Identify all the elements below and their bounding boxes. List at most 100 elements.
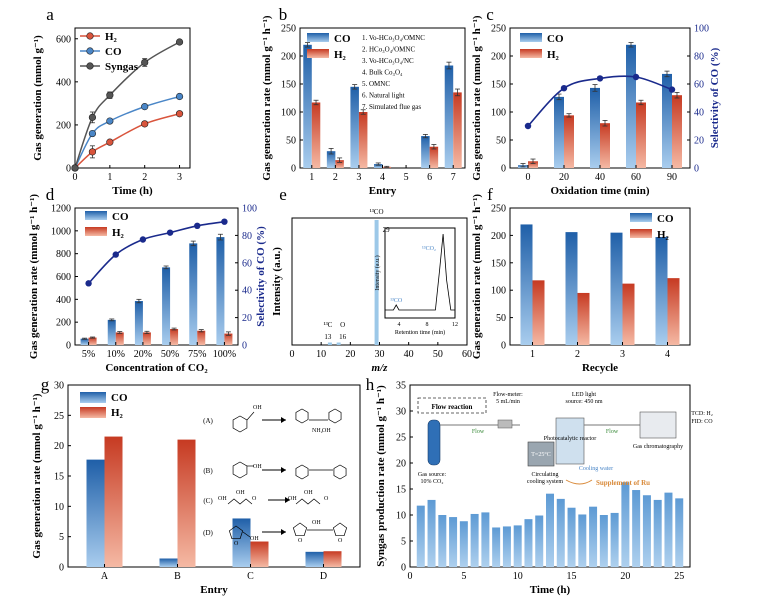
panel-h-bar (621, 482, 630, 567)
panel-e-inset-tick-label: 12 (452, 322, 458, 328)
panel-h-flow-reaction-title: Flow reaction (432, 403, 473, 411)
panel-b-note-5: 5. OMNC (362, 80, 390, 88)
panel-g-d-product-ring-2 (332, 522, 348, 537)
panel-e-inset-peak-13co: ¹³CO (390, 298, 403, 304)
panel-g-d-reactant-ring (228, 525, 244, 540)
panel-h-bar (416, 505, 425, 567)
panel-d-y2-tick-label: 60 (242, 258, 252, 269)
panel-f-legend-label-1: H₂ (657, 229, 670, 241)
panel-b-y-tick-label: 200 (281, 52, 296, 63)
panel-g-d-bond (242, 531, 251, 538)
panel-g-ylabel: Gas generation rate (mmol g⁻¹ h⁻¹) (31, 393, 43, 558)
panel-e-x-tick-label: 30 (375, 349, 385, 360)
panel-h-bar (438, 515, 447, 567)
panel-g-xlabel: Entry (200, 584, 228, 596)
panel-b-y-tick-label: 50 (286, 136, 296, 147)
panel-a-y-tick-label: 400 (56, 77, 71, 88)
panel-a-point (175, 38, 184, 46)
panel-f-letter: f (487, 185, 493, 204)
panel-e-x-tick-label: 20 (345, 349, 355, 360)
panel-g-y-tick-label: 20 (54, 441, 64, 452)
panel-g-b-product-ring-2 (333, 464, 347, 480)
panel-d-selectivity-point (85, 280, 92, 287)
panel-c-letter: c (486, 5, 494, 24)
panel-c-bar-co (590, 87, 600, 168)
panel-b-bar-co (350, 86, 359, 168)
panel-g-y-tick-label: 10 (54, 502, 64, 513)
panel-e-peak-label-o: O (340, 321, 345, 329)
panel-h-bar (470, 513, 479, 567)
panel-c-legend-label-1: H₂ (547, 49, 560, 61)
panel-h-flow-meter-label: Flow-meter: (493, 392, 523, 398)
panel-d-selectivity-line (88, 220, 225, 284)
panel-h-letter: h (366, 375, 375, 394)
panel-h-gas-source-label: Gas source: (418, 472, 446, 478)
panel-g-bar-h2 (250, 541, 269, 567)
panel-d-xlabel: Concentration of CO₂ (105, 362, 208, 374)
panel-h-bar (556, 498, 565, 567)
panel-b-note-6: 6. Natural light (362, 92, 405, 100)
panel-g-y-tick-label: 30 (54, 381, 64, 392)
panel-d-bar-co (107, 319, 116, 345)
panel-d-x-tick-label: 100% (213, 349, 236, 360)
panel-b-note-4: 4. Bulk Co₃O₄ (362, 69, 403, 77)
panel-a-point (175, 92, 184, 101)
panel-g-b-reactant-ring (232, 461, 248, 479)
panel-c-xlabel: Oxidation time (min) (551, 185, 650, 197)
panel-g-legend-swatch-h2 (80, 407, 106, 418)
panel-g-legend-swatch-co (80, 392, 106, 403)
panel-b-x-tick-label: 6 (427, 172, 432, 183)
panel-b-x-tick-label: 7 (451, 172, 456, 183)
panel-f-x-tick-label: 1 (530, 349, 535, 360)
panel-b-y-tick-label: 0 (291, 164, 296, 175)
panel-a-point (141, 103, 149, 111)
panel-c-bar-h2 (600, 123, 610, 168)
panel-g-reaction-a: (A) (203, 417, 213, 425)
panel-d-y-tick-label: 600 (56, 272, 71, 283)
panel-h-bar (567, 507, 576, 567)
panel-h-bar (632, 490, 641, 567)
panel-g-b-arrow-head (281, 467, 286, 473)
panel-b-y-tick-label: 100 (281, 108, 296, 119)
panel-d-bar-h2 (88, 337, 97, 345)
panel-e-peak-label-13co: ¹³CO (370, 208, 384, 216)
panel-c-bar-h2 (528, 161, 538, 168)
panel-h-bar (589, 506, 598, 567)
panel-g-c-product-o: O (324, 496, 329, 502)
panel-a-point (88, 113, 97, 121)
panel-f-x-tick-label: 4 (665, 349, 670, 360)
panel-g-a-product-oh2: OH (322, 428, 331, 434)
panel-d-selectivity-point (194, 222, 201, 230)
panel-c-bar-co (554, 96, 564, 168)
panel-e-inset-trace (385, 233, 455, 311)
panel-a-legend-label-1: CO (105, 46, 122, 58)
panel-g-y-tick-label: 15 (54, 472, 64, 483)
panel-c-x-tick-label: 60 (631, 172, 641, 183)
panel-b-x-tick-label: 4 (380, 172, 385, 183)
panel-g-c-oh1: OH (218, 496, 227, 502)
panel-g-d-o: O (234, 541, 239, 547)
panel-h-gc-instrument (639, 411, 677, 439)
panel-g-c-reactant-chain (227, 498, 253, 505)
panel-h-reactor-label: Photocatalytic reactor (544, 436, 596, 442)
panel-h-bar (492, 527, 501, 567)
panel-h-gc-label: Gas chromatography (633, 444, 683, 450)
panel-c-y-tick-label: 250 (491, 24, 506, 35)
panel-d-y-tick-label: 1000 (51, 226, 71, 237)
panel-h-bar (481, 512, 490, 567)
panel-c-y-tick-label: 0 (501, 164, 506, 175)
panel-f-y-tick-label: 150 (491, 258, 506, 269)
panel-g-d-oh: OH (250, 536, 259, 542)
panel-d-letter: d (46, 185, 55, 204)
panel-b-x-tick-label: 3 (356, 172, 361, 183)
panel-h-y-tick-label: 20 (396, 459, 406, 470)
panel-c-y2-tick-label: 40 (694, 108, 704, 119)
panel-e-ylabel: Intensity (a.u.) (271, 247, 283, 316)
panel-e-inset-tick-label: 4 (398, 322, 401, 328)
panel-g-d-product-ring-1 (292, 522, 308, 537)
panel-g-a-reactant-ring (232, 415, 248, 433)
panel-f-bar-co (520, 224, 533, 345)
panel-h-bar (459, 521, 468, 567)
panel-a-point (106, 138, 114, 146)
panel-h-y-tick-label: 25 (396, 433, 406, 444)
